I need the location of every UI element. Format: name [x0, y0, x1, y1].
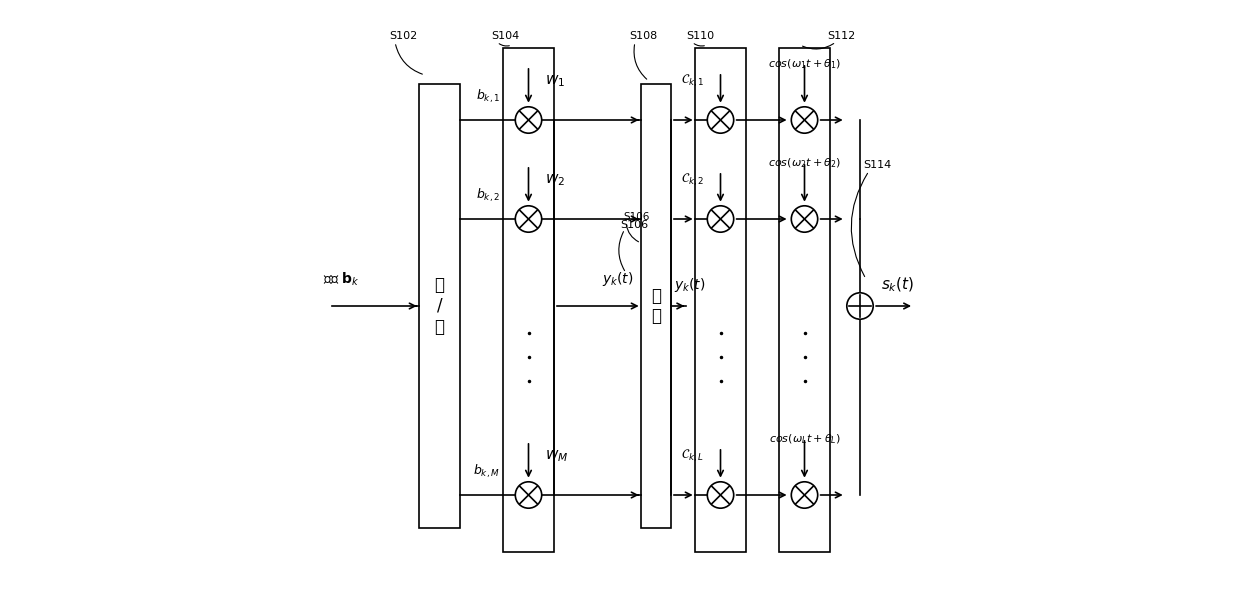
Circle shape: [707, 206, 734, 232]
Text: $w_M$: $w_M$: [544, 448, 568, 464]
Circle shape: [707, 107, 734, 133]
Text: S108: S108: [629, 31, 657, 41]
Text: $cos(\omega_L t+\theta_L)$: $cos(\omega_L t+\theta_L)$: [769, 432, 841, 446]
Text: $w_1$: $w_1$: [544, 73, 565, 89]
Text: $s_k(t)$: $s_k(t)$: [880, 275, 914, 294]
Text: S112: S112: [827, 31, 856, 41]
FancyBboxPatch shape: [779, 48, 830, 552]
Text: $cos(\omega_1 t+\theta_1)$: $cos(\omega_1 t+\theta_1)$: [768, 57, 841, 71]
Text: 串
/
并: 串 / 并: [434, 276, 444, 336]
FancyBboxPatch shape: [641, 84, 671, 528]
Text: S106: S106: [620, 220, 649, 230]
Text: $\mathcal{C}_{k,1}$: $\mathcal{C}_{k,1}$: [681, 73, 704, 89]
FancyBboxPatch shape: [503, 48, 554, 552]
Text: $y_k(t)$: $y_k(t)$: [601, 270, 634, 288]
Text: $cos(\omega_2 t+\theta_2)$: $cos(\omega_2 t+\theta_2)$: [768, 156, 841, 170]
Circle shape: [516, 482, 542, 508]
Circle shape: [791, 206, 817, 232]
Text: $b_{k,2}$: $b_{k,2}$: [476, 187, 500, 204]
Text: $b_{k,M}$: $b_{k,M}$: [474, 463, 500, 480]
FancyBboxPatch shape: [419, 84, 460, 528]
Text: S102: S102: [389, 31, 417, 41]
Text: S114: S114: [863, 160, 892, 170]
Text: $b_{k,1}$: $b_{k,1}$: [476, 88, 500, 105]
Circle shape: [791, 482, 817, 508]
Text: $\mathcal{C}_{k,2}$: $\mathcal{C}_{k,2}$: [681, 172, 704, 188]
Circle shape: [516, 107, 542, 133]
Circle shape: [791, 107, 817, 133]
Text: S106: S106: [622, 212, 650, 222]
Text: S104: S104: [491, 31, 520, 41]
Text: 用户 $\mathbf{b}_k$: 用户 $\mathbf{b}_k$: [322, 271, 360, 288]
Text: S110: S110: [686, 31, 714, 41]
Text: 复
制: 复 制: [651, 287, 661, 325]
Circle shape: [707, 482, 734, 508]
Circle shape: [516, 206, 542, 232]
Text: $w_2$: $w_2$: [544, 172, 565, 188]
Text: $y_k(t)$: $y_k(t)$: [675, 276, 706, 294]
Circle shape: [847, 293, 873, 319]
FancyBboxPatch shape: [694, 48, 746, 552]
Text: $\mathcal{C}_{k,L}$: $\mathcal{C}_{k,L}$: [681, 448, 704, 464]
